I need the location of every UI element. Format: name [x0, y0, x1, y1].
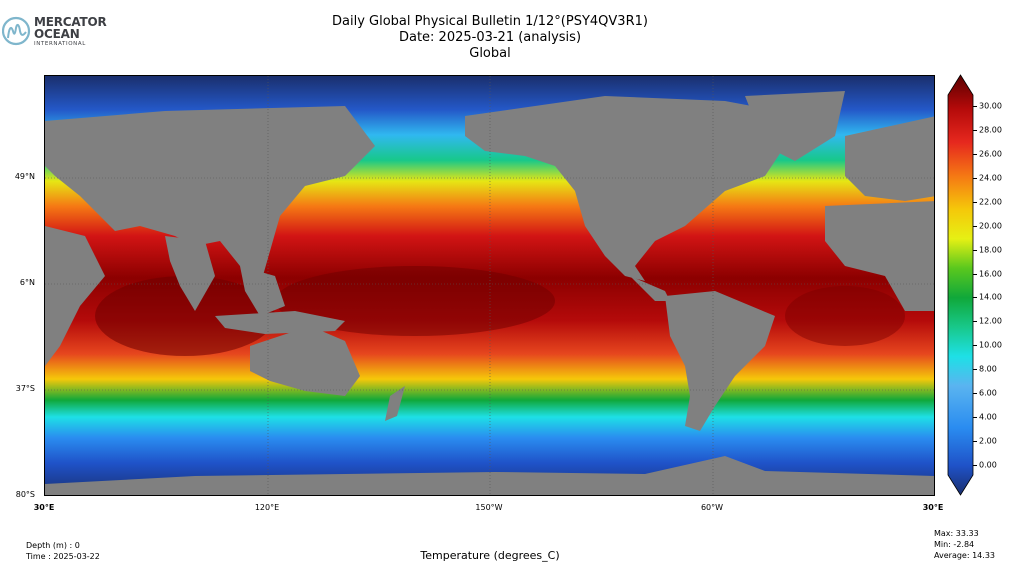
lon-label-120e: 120°E — [254, 503, 280, 512]
indian-ocean-warm-pool — [95, 276, 275, 356]
colorbar-tickmark — [973, 345, 977, 347]
southeast-asia-landmass — [240, 266, 285, 316]
greenland-landmass — [745, 91, 845, 161]
pacific-warm-pool — [275, 266, 555, 336]
title-line3: Global — [469, 46, 511, 61]
colorbar-tick-label: 20.00 — [979, 221, 1002, 231]
colorbar-tickmark — [973, 441, 977, 443]
colorbar-tick-label: 30.00 — [979, 101, 1002, 111]
logo-line1: MERCATOR — [34, 15, 107, 29]
colorbar — [947, 74, 974, 496]
colorbar-tick-label: 14.00 — [979, 292, 1002, 302]
colorbar-tick-label: 10.00 — [979, 340, 1002, 350]
colorbar-tick-label: 2.00 — [979, 436, 997, 446]
colorbar-tick-label: 22.00 — [979, 197, 1002, 207]
colorbar-tickmark — [973, 153, 977, 155]
variable-label: Temperature (degrees_C) — [420, 549, 560, 562]
mercator-ocean-m-logo-icon — [2, 16, 31, 46]
europe-landmass — [845, 116, 934, 201]
central-america-landmass — [630, 276, 670, 301]
colorbar-tick-label: 18.00 — [979, 245, 1002, 255]
colorbar-tick-label: 8.00 — [979, 364, 997, 374]
colorbar-tick-label: 16.00 — [979, 269, 1002, 279]
colorbar-tickmark — [973, 273, 977, 275]
colorbar-tickmark — [973, 225, 977, 227]
asia-landmass — [45, 106, 375, 286]
colorbar-svg — [947, 74, 974, 496]
title-block: Daily Global Physical Bulletin 1/12°(PSY… — [240, 14, 740, 62]
graticule — [45, 76, 934, 495]
colorbar-tickmark — [973, 393, 977, 395]
colorbar-tick-label: 12.00 — [979, 316, 1002, 326]
lat-label-49n: 49°N — [14, 172, 35, 181]
colorbar-tick-label: 26.00 — [979, 149, 1002, 159]
colorbar-tick-label: 28.00 — [979, 125, 1002, 135]
sst-map-svg — [45, 76, 934, 495]
india-landmass — [165, 236, 215, 311]
min-text: Min: -2.84 — [934, 540, 975, 549]
logo-line3: INTERNATIONAL — [34, 41, 86, 47]
land-masses — [45, 91, 934, 495]
colorbar-tick-label: 24.00 — [979, 173, 1002, 183]
stats-block: Max: 33.33 Min: -2.84 Average: 14.33 — [934, 528, 995, 561]
antarctica-landmass — [45, 456, 934, 495]
title-line2: Date: 2025-03-21 (analysis) — [398, 30, 582, 45]
colorbar-tickmark — [973, 105, 977, 107]
atlantic-warm-pool — [785, 286, 905, 346]
time-text: Time : 2025-03-22 — [26, 552, 100, 561]
logo-line2: OCEAN — [34, 27, 80, 41]
title-line1: Daily Global Physical Bulletin 1/12°(PSY… — [332, 14, 648, 29]
colorbar-tickmark — [973, 369, 977, 371]
average-text: Average: 14.33 — [934, 551, 995, 560]
lat-label-6n: 6°N — [19, 278, 35, 287]
depth-text: Depth (m) : 0 — [26, 541, 80, 550]
colorbar-body — [947, 74, 974, 496]
footer-info: Depth (m) : 0 Time : 2025-03-22 — [26, 540, 100, 562]
colorbar-tickmark — [973, 129, 977, 131]
south-america-landmass — [665, 291, 775, 431]
colorbar-tickmark — [973, 297, 977, 299]
north-america-landmass — [465, 96, 805, 281]
sst-map — [44, 75, 935, 496]
lat-label-80s: 80°S — [15, 490, 35, 499]
colorbar-tick-label: 4.00 — [979, 412, 997, 422]
africa-east-landmass — [45, 226, 105, 366]
lon-label-30e-right: 30°E — [922, 503, 944, 512]
new-zealand-landmass — [385, 386, 405, 421]
colorbar-tick-label: 0.00 — [979, 460, 997, 470]
colorbar-tickmark — [973, 249, 977, 251]
africa-west-landmass — [825, 201, 934, 311]
colorbar-tick-label: 6.00 — [979, 388, 997, 398]
colorbar-tickmark — [973, 321, 977, 323]
colorbar-tickmark — [973, 201, 977, 203]
lon-label-60w: 60°W — [700, 503, 724, 512]
colorbar-tickmark — [973, 177, 977, 179]
max-text: Max: 33.33 — [934, 529, 979, 538]
australia-landmass — [250, 326, 360, 396]
lon-label-30e-left: 30°E — [33, 503, 55, 512]
mercator-ocean-logo: MERCATOR OCEAN INTERNATIONAL — [2, 16, 112, 50]
colorbar-tickmark — [973, 465, 977, 467]
lon-label-150w: 150°W — [475, 503, 503, 512]
colorbar-tickmark — [973, 417, 977, 419]
lat-label-37s: 37°S — [15, 384, 35, 393]
